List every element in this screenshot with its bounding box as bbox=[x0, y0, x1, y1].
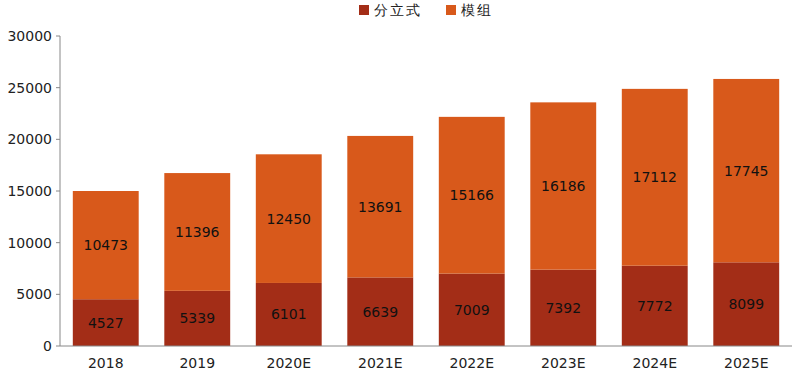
bar-segment bbox=[622, 89, 688, 266]
y-tick-label: 0 bbox=[43, 338, 52, 354]
bar-segment bbox=[530, 270, 596, 346]
data-label: 4527 bbox=[88, 315, 124, 331]
bars bbox=[73, 79, 779, 346]
bar-segment bbox=[713, 79, 779, 262]
bar-segment bbox=[530, 102, 596, 269]
bar-segment bbox=[713, 262, 779, 346]
data-label: 8099 bbox=[728, 296, 764, 312]
bar-segment bbox=[73, 299, 139, 346]
chart: 0 5000 10000 15000 20000 25000 30000 2018 2019 20… bbox=[0, 0, 800, 378]
data-label: 7392 bbox=[545, 300, 581, 316]
y-tick-label: 15000 bbox=[7, 183, 52, 199]
y-tick bbox=[56, 191, 60, 192]
legend-label: 分立式 bbox=[374, 2, 422, 18]
y-tick bbox=[56, 87, 60, 88]
x-axis bbox=[60, 346, 792, 347]
y-tick-label: 30000 bbox=[7, 28, 52, 44]
y-tick bbox=[56, 294, 60, 295]
y-tick-label: 10000 bbox=[7, 235, 52, 251]
data-label: 7009 bbox=[454, 302, 490, 318]
bar-segment bbox=[73, 191, 139, 299]
data-label: 10473 bbox=[83, 237, 128, 253]
bar-segment bbox=[622, 266, 688, 346]
y-axis bbox=[60, 36, 61, 346]
x-tick-label: 2020E bbox=[267, 355, 311, 371]
legend: 分立式 模组 bbox=[359, 2, 493, 18]
data-label: 17112 bbox=[632, 169, 677, 185]
data-label: 7772 bbox=[637, 298, 673, 314]
y-tick bbox=[56, 36, 60, 37]
x-tick-label: 2025E bbox=[724, 355, 768, 371]
y-tick bbox=[56, 346, 60, 347]
data-label: 12450 bbox=[266, 211, 311, 227]
y-tick bbox=[56, 139, 60, 140]
data-label: 11396 bbox=[175, 224, 220, 240]
x-tick-label: 2018 bbox=[88, 355, 124, 371]
x-tick-label: 2022E bbox=[450, 355, 494, 371]
data-label: 6639 bbox=[362, 304, 398, 320]
y-tick-label: 5000 bbox=[16, 286, 52, 302]
x-tick-label: 2024E bbox=[633, 355, 677, 371]
x-tick-label: 2019 bbox=[179, 355, 215, 371]
data-label: 13691 bbox=[358, 199, 403, 215]
bar-segment bbox=[164, 173, 230, 291]
bar-segment bbox=[164, 291, 230, 346]
bar-segment bbox=[439, 274, 505, 346]
data-label: 6101 bbox=[271, 306, 307, 322]
legend-label: 模组 bbox=[461, 2, 493, 18]
y-tick-label: 25000 bbox=[7, 80, 52, 96]
bar-segment bbox=[256, 154, 322, 283]
y-tick-label: 20000 bbox=[7, 131, 52, 147]
bar-segment bbox=[256, 283, 322, 346]
data-label: 16186 bbox=[541, 178, 586, 194]
x-tick-label: 2023E bbox=[541, 355, 585, 371]
bar-segment bbox=[347, 277, 413, 346]
legend-swatch bbox=[446, 5, 456, 15]
bar-segment bbox=[347, 136, 413, 277]
x-tick-label: 2021E bbox=[358, 355, 402, 371]
legend-swatch bbox=[359, 5, 369, 15]
data-label: 5339 bbox=[179, 310, 215, 326]
y-tick bbox=[56, 242, 60, 243]
data-label: 15166 bbox=[449, 187, 494, 203]
bar-segment bbox=[439, 117, 505, 274]
data-label: 17745 bbox=[724, 163, 769, 179]
